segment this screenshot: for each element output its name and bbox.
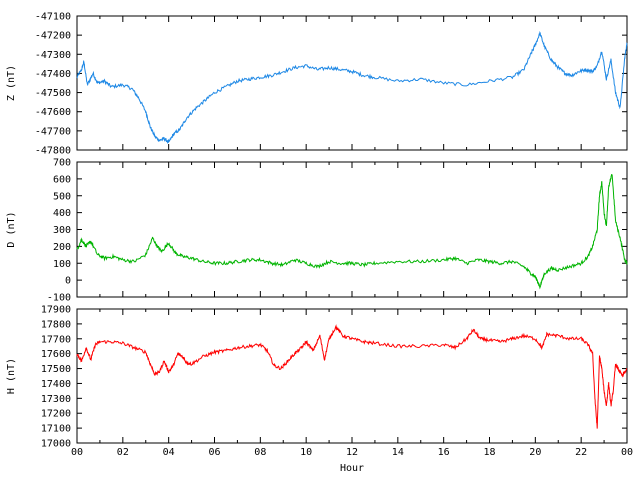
x-tick-label: 00: [621, 447, 633, 458]
y-tick-label: 17400: [41, 379, 71, 390]
y-axis-label: D (nT): [6, 211, 17, 247]
y-tick-label: -47400: [35, 69, 71, 80]
y-tick-label: 17100: [41, 424, 71, 435]
y-axis-label: Z (nT): [6, 65, 17, 101]
x-axis-label: Hour: [340, 463, 364, 474]
panel-3: 17900 17800 17700 17600 17500 17400 17300 17200…: [6, 305, 628, 450]
y-tick-label: 600: [53, 174, 71, 185]
series-line: [76, 31, 628, 145]
x-tick-label: 20: [529, 447, 541, 458]
y-tick-label: -47100: [35, 12, 71, 23]
y-tick-label: 17200: [41, 409, 71, 420]
y-tick-label: -100: [47, 293, 71, 304]
y-tick-label: -47200: [35, 31, 71, 42]
x-tick-label: 10: [300, 447, 312, 458]
series-line: [76, 174, 628, 290]
y-tick-label: 700: [53, 158, 71, 169]
x-tick-label: 14: [392, 447, 404, 458]
panel-frame: [76, 15, 628, 151]
x-tick-label: 06: [208, 447, 220, 458]
y-tick-label: 0: [65, 276, 71, 287]
y-tick-label: -47300: [35, 50, 71, 61]
y-tick-label: 100: [53, 259, 71, 270]
panel-1: -47100 -47200 -47300 -47400 -47500 -47600 -477…: [6, 12, 628, 157]
panel-2: 700 600 500 400 300 200 100 0 -100 D (nT): [6, 158, 628, 304]
x-tick-label: 18: [483, 447, 495, 458]
x-tick-label: 04: [163, 447, 175, 458]
y-tick-label: 17600: [41, 349, 71, 360]
series-line: [76, 324, 628, 429]
y-tick-label: 300: [53, 225, 71, 236]
x-tick-label: 16: [438, 447, 450, 458]
x-tick-label: 02: [117, 447, 129, 458]
y-tick-label: -47700: [35, 126, 71, 137]
y-tick-label: 500: [53, 191, 71, 202]
y-tick-label: 200: [53, 242, 71, 253]
y-axis-label: H (nT): [6, 358, 17, 394]
x-tick-label: 22: [575, 447, 587, 458]
x-tick-label: 00: [71, 447, 83, 458]
y-tick-label: -47500: [35, 88, 71, 99]
panel-frame: [76, 161, 628, 298]
y-tick-label: -47800: [35, 146, 71, 157]
y-tick-label: 17700: [41, 334, 71, 345]
panel-frame: [76, 308, 628, 444]
y-tick-label: 17300: [41, 394, 71, 405]
y-tick-label: 17900: [41, 305, 71, 316]
y-tick-label: 17000: [41, 439, 71, 450]
y-tick-label: -47600: [35, 107, 71, 118]
y-tick-label: 17500: [41, 364, 71, 375]
x-tick-label: 12: [346, 447, 358, 458]
x-tick-label: 08: [254, 447, 266, 458]
y-tick-label: 17800: [41, 319, 71, 330]
y-tick-label: 400: [53, 208, 71, 219]
